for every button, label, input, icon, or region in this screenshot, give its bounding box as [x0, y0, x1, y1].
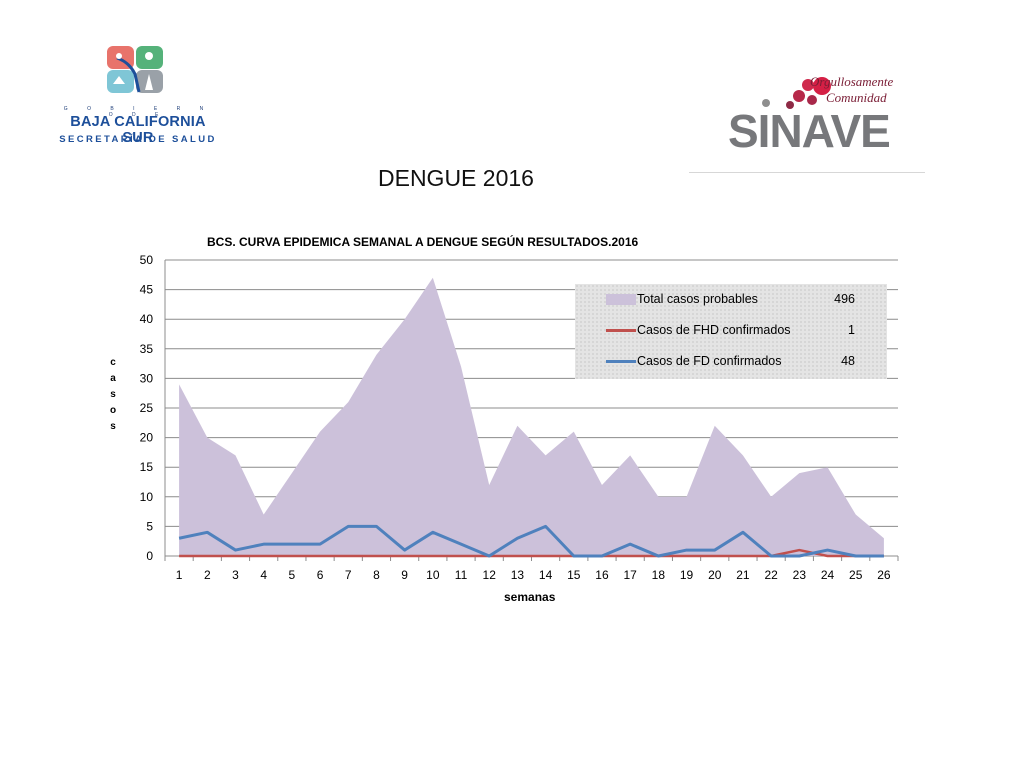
y-axis-label-letter: s: [110, 389, 116, 400]
x-tick-label: 16: [595, 568, 609, 582]
bcs-name-text: BAJA CALIFORNIA SUR: [70, 114, 206, 146]
series-line-fhd: [179, 548, 884, 558]
sinave-tagline-2: Comunidad: [826, 90, 887, 105]
legend-swatch-fhd: [606, 329, 636, 332]
x-tick-label: 22: [764, 568, 778, 582]
y-tick-label: 5: [146, 519, 153, 533]
x-axis-label: semanas: [504, 590, 556, 604]
x-tick-label: 9: [401, 568, 408, 582]
y-axis-label-letter: o: [109, 405, 117, 416]
x-tick-label: 23: [793, 568, 807, 582]
x-tick-label: 13: [511, 568, 525, 582]
legend-label-total: Total casos probables: [637, 292, 758, 306]
bcs-logo: G O B I E R N O D E BAJA CALIFORNIA SUR …: [58, 44, 218, 146]
x-tick-label: 21: [736, 568, 750, 582]
sinave-wordmark: SINAVE: [728, 105, 891, 157]
x-tick-label: 10: [426, 568, 440, 582]
y-tick-label: 10: [140, 490, 154, 504]
x-tick-label: 3: [232, 568, 239, 582]
y-tick-label: 45: [140, 283, 154, 297]
y-tick-label: 35: [140, 342, 154, 356]
legend-item-fhd: Casos de FHD confirmados 1: [575, 321, 887, 339]
x-tick-label: 25: [849, 568, 863, 582]
x-tick-label: 17: [623, 568, 637, 582]
legend-item-fd: Casos de FD confirmados 48: [575, 352, 887, 370]
x-tick-label: 11: [455, 568, 468, 582]
header-divider: [689, 172, 925, 173]
y-tick-label: 30: [140, 371, 154, 385]
chart-title: BCS. CURVA EPIDEMICA SEMANAL A DENGUE SE…: [207, 235, 639, 249]
slide-title: DENGUE 2016: [378, 165, 534, 191]
y-axis-label-letter: c: [110, 357, 116, 368]
x-tick-label: 15: [567, 568, 581, 582]
y-tick-label: 25: [140, 401, 154, 415]
x-tick-label: 19: [680, 568, 694, 582]
legend-value-fhd: 1: [848, 323, 855, 337]
x-tick-label: 5: [289, 568, 296, 582]
series-area-total: [179, 277, 884, 556]
x-tick-label: 4: [260, 568, 267, 582]
legend-label-fhd: Casos de FHD confirmados: [637, 323, 791, 337]
chart-legend: Total casos probables 496 Casos de FHD c…: [575, 284, 887, 379]
sinave-dots-icon: [762, 77, 831, 109]
y-axis-label-letter: a: [110, 373, 116, 384]
legend-swatch-fd: [606, 360, 636, 363]
y-tick-label: 50: [140, 253, 154, 267]
x-tick-label: 1: [176, 568, 183, 582]
y-tick-label: 0: [146, 549, 153, 563]
x-tick-label: 6: [317, 568, 324, 582]
bcs-dept-text: SECRETARÍA DE SALUD: [59, 134, 217, 145]
y-tick-label: 20: [140, 431, 154, 445]
legend-item-total: Total casos probables 496: [575, 290, 887, 308]
legend-value-fd: 48: [841, 354, 855, 368]
sinave-tagline-1: Orgullosamente: [810, 74, 894, 89]
series-line-fd: [178, 524, 884, 558]
x-tick-label: 14: [539, 568, 553, 582]
epidemic-curve-chart: 0 5 10 15 20 25 30 35 40 45 50 1 2 3 4 5 6 7 8 9 10 11 12 13 14 1…: [100, 225, 920, 615]
x-tick-label: 8: [373, 568, 380, 582]
y-axis-label-letter: s: [110, 421, 116, 432]
legend-swatch-total: [606, 294, 636, 305]
legend-label-fd: Casos de FD confirmados: [637, 354, 782, 368]
x-tick-label: 26: [877, 568, 891, 582]
y-tick-label: 15: [140, 460, 154, 474]
sinave-logo: Orgullosamente Comunidad SINAVE: [726, 74, 906, 157]
x-tick-label: 2: [204, 568, 211, 582]
legend-value-total: 496: [834, 292, 855, 306]
x-tick-label: 18: [652, 568, 666, 582]
y-tick-label: 40: [140, 312, 154, 326]
bcs-gobierno-text: G O B I E R N O D E: [63, 106, 213, 118]
x-tick-label: 24: [821, 568, 835, 582]
x-tick-label: 7: [345, 568, 352, 582]
x-tick-label: 12: [483, 568, 497, 582]
bcs-emblem-icon: [107, 46, 163, 93]
x-tick-label: 20: [708, 568, 722, 582]
